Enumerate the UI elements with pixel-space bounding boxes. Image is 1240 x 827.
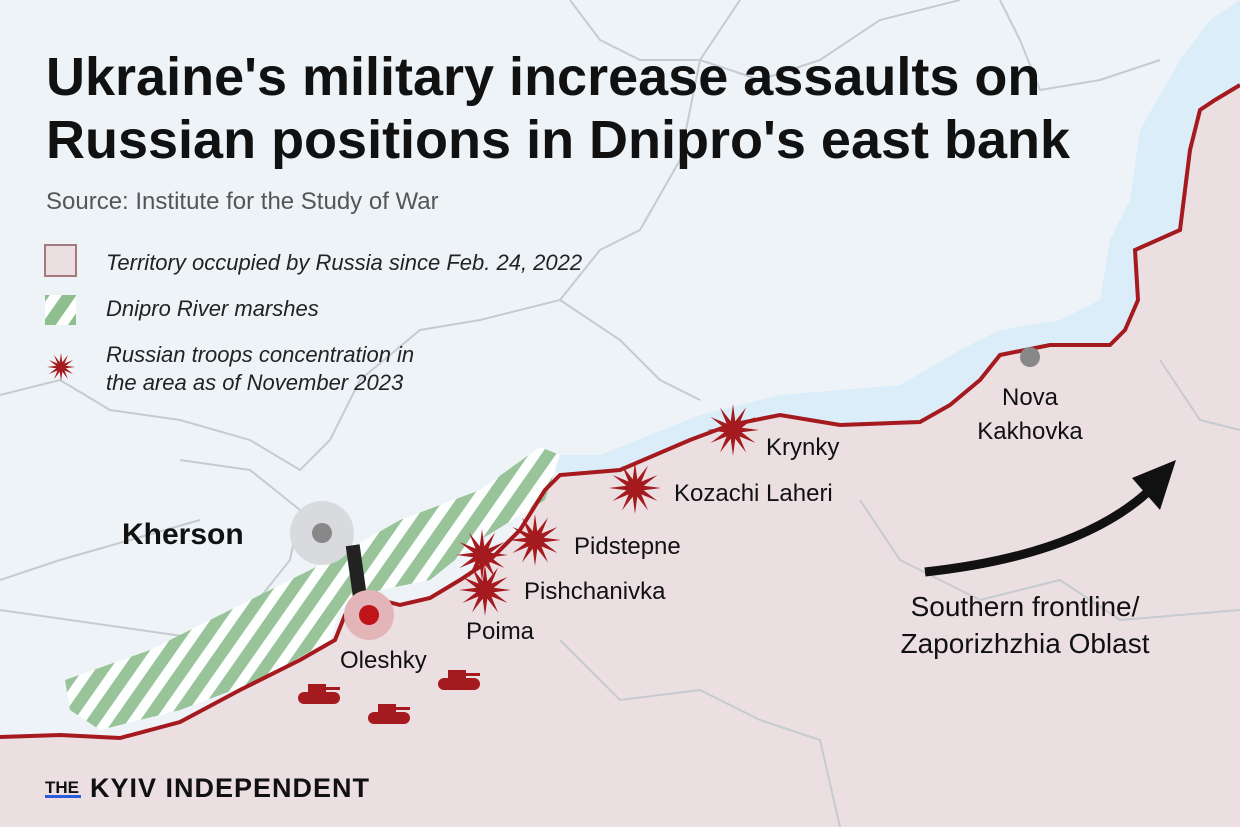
place-label: Pishchanivka <box>524 578 666 605</box>
place-label: Kozachi Laheri <box>674 480 833 507</box>
legend-label: Territory occupied by Russia since Feb. … <box>106 250 582 275</box>
front-line <box>0 83 1240 741</box>
title: Russian positions in Dnipro's east bank <box>46 110 1071 170</box>
logo-underline <box>45 795 81 798</box>
legend-label: the area as of November 2023 <box>106 370 404 395</box>
borders <box>0 0 1161 642</box>
city-dot <box>312 523 332 543</box>
city-dot <box>359 605 379 625</box>
occupied-borders <box>559 359 1240 827</box>
place-label: Kakhovka <box>977 418 1083 445</box>
legend-swatch <box>45 295 76 325</box>
troop-marker <box>707 404 759 456</box>
place-label: Poima <box>466 618 535 645</box>
troop-marker <box>609 462 661 514</box>
troop-marker <box>459 564 511 616</box>
logo-prefix: THE <box>45 778 79 797</box>
annotation: Southern frontline/ <box>911 591 1140 622</box>
place-label: Krynky <box>766 434 839 461</box>
troop-markers <box>456 404 759 616</box>
legend-swatch <box>44 244 77 277</box>
troop-marker <box>456 529 508 581</box>
troop-marker <box>47 353 75 381</box>
place-label: Pidstepne <box>574 533 681 560</box>
troop-marker <box>509 514 561 566</box>
arrow <box>924 486 1154 577</box>
legend-swatch <box>47 353 75 381</box>
legend-label: Dnipro River marshes <box>106 296 319 321</box>
marshes <box>65 447 560 730</box>
tanks <box>298 670 480 724</box>
place-label: Oleshky <box>340 647 427 674</box>
place-label: Nova <box>1002 384 1059 411</box>
city-dot <box>1020 347 1040 367</box>
legend-label: Russian troops concentration in <box>106 342 414 367</box>
title: Ukraine's military increase assaults on <box>46 47 1040 107</box>
place-label: Kherson <box>122 518 244 551</box>
occupied-territory <box>0 85 1240 827</box>
arrowhead <box>1132 460 1176 510</box>
logo-name: KYIV INDEPENDENT <box>90 773 370 803</box>
annotation: Zaporizhzhia Oblast <box>900 628 1149 659</box>
source: Source: Institute for the Study of War <box>46 188 439 215</box>
